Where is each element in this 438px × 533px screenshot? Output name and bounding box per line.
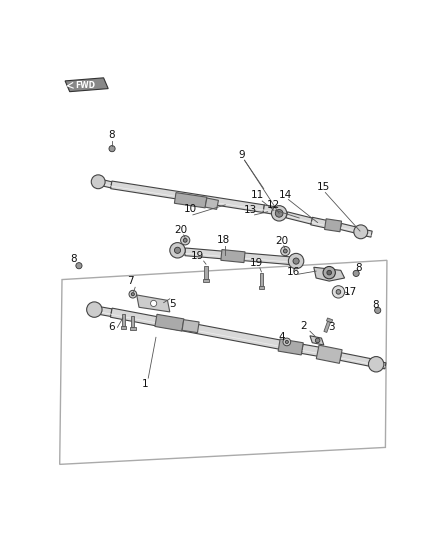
Circle shape bbox=[87, 302, 102, 317]
Circle shape bbox=[336, 289, 341, 294]
Polygon shape bbox=[137, 295, 170, 312]
Circle shape bbox=[91, 175, 105, 189]
Polygon shape bbox=[203, 279, 208, 282]
Text: 16: 16 bbox=[286, 267, 300, 277]
Circle shape bbox=[76, 263, 82, 269]
Circle shape bbox=[315, 338, 320, 343]
Text: 14: 14 bbox=[279, 190, 292, 200]
Circle shape bbox=[285, 341, 288, 343]
Polygon shape bbox=[260, 273, 263, 286]
Polygon shape bbox=[110, 308, 303, 353]
Polygon shape bbox=[324, 321, 331, 333]
Circle shape bbox=[332, 286, 345, 298]
Circle shape bbox=[151, 301, 157, 306]
Text: 3: 3 bbox=[328, 322, 335, 332]
Text: 13: 13 bbox=[244, 205, 257, 215]
Text: 10: 10 bbox=[184, 204, 197, 214]
Circle shape bbox=[323, 266, 336, 279]
Polygon shape bbox=[301, 344, 334, 359]
Circle shape bbox=[283, 249, 287, 253]
Text: 1: 1 bbox=[142, 378, 148, 389]
Polygon shape bbox=[121, 326, 126, 329]
Polygon shape bbox=[326, 318, 332, 322]
Text: 7: 7 bbox=[127, 276, 134, 286]
Polygon shape bbox=[325, 219, 342, 232]
Polygon shape bbox=[376, 361, 386, 369]
Text: 6: 6 bbox=[108, 322, 115, 332]
Text: 20: 20 bbox=[174, 225, 187, 235]
Text: 4: 4 bbox=[279, 332, 286, 342]
Polygon shape bbox=[286, 212, 312, 224]
Polygon shape bbox=[111, 181, 265, 213]
Polygon shape bbox=[205, 266, 208, 279]
Text: 17: 17 bbox=[344, 287, 357, 297]
Polygon shape bbox=[185, 248, 295, 265]
Circle shape bbox=[276, 209, 283, 217]
Polygon shape bbox=[94, 306, 112, 317]
Circle shape bbox=[293, 258, 299, 264]
Circle shape bbox=[272, 206, 287, 221]
Polygon shape bbox=[174, 192, 207, 208]
Circle shape bbox=[327, 270, 332, 275]
Text: 18: 18 bbox=[217, 235, 230, 245]
Polygon shape bbox=[65, 78, 108, 92]
Polygon shape bbox=[155, 314, 184, 331]
Polygon shape bbox=[263, 205, 278, 215]
Polygon shape bbox=[122, 314, 125, 326]
Circle shape bbox=[288, 253, 304, 269]
Circle shape bbox=[368, 357, 384, 372]
Text: 8: 8 bbox=[109, 130, 115, 140]
Text: 15: 15 bbox=[317, 182, 330, 192]
Polygon shape bbox=[360, 229, 372, 237]
Circle shape bbox=[174, 247, 180, 253]
Text: 8: 8 bbox=[70, 254, 77, 264]
Polygon shape bbox=[205, 198, 219, 209]
Circle shape bbox=[129, 290, 137, 298]
Polygon shape bbox=[340, 223, 361, 234]
Polygon shape bbox=[314, 267, 345, 281]
Text: 12: 12 bbox=[266, 200, 279, 210]
Text: 5: 5 bbox=[170, 299, 176, 309]
Circle shape bbox=[183, 238, 187, 242]
Text: 9: 9 bbox=[239, 150, 245, 160]
Text: 19: 19 bbox=[249, 259, 263, 269]
Text: FWD: FWD bbox=[75, 81, 95, 90]
Polygon shape bbox=[221, 249, 245, 263]
Text: 8: 8 bbox=[372, 300, 379, 310]
Text: 19: 19 bbox=[191, 252, 204, 262]
Text: 2: 2 bbox=[300, 321, 307, 331]
Circle shape bbox=[170, 243, 185, 258]
Polygon shape bbox=[340, 353, 376, 367]
Polygon shape bbox=[98, 179, 112, 188]
Polygon shape bbox=[310, 336, 324, 345]
Circle shape bbox=[131, 293, 134, 296]
Polygon shape bbox=[60, 260, 387, 464]
Polygon shape bbox=[311, 217, 334, 229]
Circle shape bbox=[354, 225, 367, 239]
Circle shape bbox=[374, 308, 381, 313]
Polygon shape bbox=[278, 339, 303, 355]
Text: 20: 20 bbox=[275, 236, 288, 246]
Circle shape bbox=[180, 236, 190, 245]
Text: 8: 8 bbox=[355, 263, 362, 273]
Circle shape bbox=[283, 338, 291, 346]
Polygon shape bbox=[131, 316, 134, 327]
Polygon shape bbox=[316, 345, 342, 364]
Circle shape bbox=[109, 146, 115, 152]
Polygon shape bbox=[130, 327, 135, 330]
Circle shape bbox=[281, 246, 290, 256]
Polygon shape bbox=[259, 286, 264, 289]
Text: 11: 11 bbox=[251, 190, 264, 200]
Circle shape bbox=[353, 270, 359, 277]
Polygon shape bbox=[182, 320, 199, 333]
